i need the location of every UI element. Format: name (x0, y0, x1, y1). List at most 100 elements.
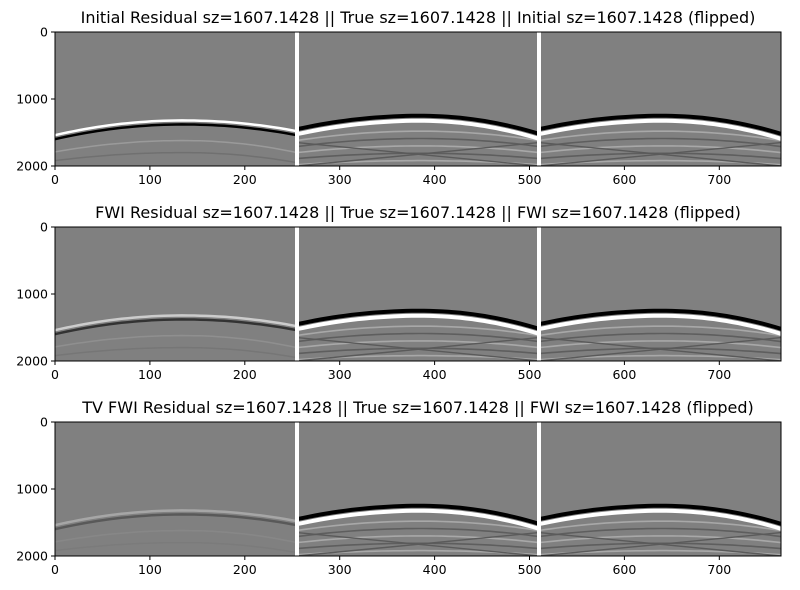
residual-wavefront-dark (55, 123, 298, 141)
seismogram-image (55, 32, 781, 166)
reflection-event (296, 137, 540, 148)
residual-wavefront-light (55, 509, 298, 527)
x-tick-label: 200 (233, 367, 257, 382)
residual-panel (55, 119, 298, 164)
seismogram-image (55, 422, 781, 556)
predicted-flipped-panel (538, 308, 781, 361)
residual-wavefront-dark (55, 318, 298, 336)
residual-reflection (55, 334, 298, 349)
predicted-flipped-panel (538, 113, 781, 166)
predicted-flipped-panel (538, 503, 781, 556)
y-tick-label: 1000 (16, 287, 48, 302)
first-arrival-light (296, 118, 540, 141)
residual-panel (55, 314, 298, 359)
reflection-event (296, 145, 540, 154)
reflection-event (296, 130, 540, 142)
reflection-event (538, 527, 781, 538)
y-tick-label: 2000 (16, 159, 48, 174)
residual-wavefront-dark (55, 513, 298, 531)
x-tick-label: 100 (138, 562, 162, 577)
first-arrival-light (296, 508, 540, 531)
true-data-panel (296, 503, 540, 556)
subplot-title: TV FWI Residual sz=1607.1428 || True sz=… (81, 398, 754, 417)
reflection-event (538, 152, 781, 160)
diagonal-event (538, 531, 781, 556)
y-tick-label: 2000 (16, 549, 48, 564)
x-tick-label: 100 (138, 367, 162, 382)
x-tick-label: 700 (707, 367, 731, 382)
first-arrival-dark (538, 113, 781, 136)
reflection-event (538, 347, 781, 355)
seismogram-image (55, 227, 781, 361)
reflection-event (538, 520, 781, 532)
subplot-title: FWI Residual sz=1607.1428 || True sz=160… (95, 203, 741, 222)
reflection-event (538, 340, 781, 349)
x-tick-label: 0 (51, 562, 59, 577)
x-tick-label: 500 (518, 367, 542, 382)
x-tick-label: 300 (328, 562, 352, 577)
subplot-2: FWI Residual sz=1607.1428 || True sz=160… (16, 203, 782, 382)
true-data-panel (296, 308, 540, 361)
residual-wavefront-light (55, 314, 298, 332)
reflection-event (296, 347, 540, 355)
y-tick-label: 0 (40, 25, 48, 40)
first-arrival-light (538, 313, 781, 336)
x-tick-label: 0 (51, 367, 59, 382)
first-arrival-light (538, 118, 781, 141)
first-arrival-dark (538, 503, 781, 526)
reflection-event (538, 542, 781, 550)
x-tick-label: 300 (328, 367, 352, 382)
diagonal-event (296, 141, 540, 166)
reflection-event (538, 130, 781, 142)
diagonal-event (538, 336, 781, 361)
y-tick-label: 0 (40, 415, 48, 430)
reflection-event (296, 340, 540, 349)
diagonal-event (538, 141, 781, 166)
first-arrival-dark (296, 503, 540, 526)
first-arrival-dark (296, 113, 540, 136)
subplot-1: Initial Residual sz=1607.1428 || True sz… (16, 8, 782, 187)
x-tick-label: 600 (612, 367, 636, 382)
reflection-event (296, 542, 540, 550)
reflection-event (296, 535, 540, 544)
y-tick-label: 1000 (16, 482, 48, 497)
residual-reflection (55, 541, 298, 554)
residual-reflection (55, 139, 298, 154)
subplot-3: TV FWI Residual sz=1607.1428 || True sz=… (16, 398, 782, 577)
diagonal-event (296, 336, 540, 361)
first-arrival-dark (538, 308, 781, 331)
residual-reflection (55, 346, 298, 359)
residual-wavefront-light (55, 119, 298, 137)
subplot-title: Initial Residual sz=1607.1428 || True sz… (81, 8, 756, 27)
reflection-event (296, 527, 540, 538)
y-tick-label: 1000 (16, 92, 48, 107)
reflection-event (296, 332, 540, 343)
reflection-event (538, 535, 781, 544)
x-tick-label: 600 (612, 172, 636, 187)
x-tick-label: 500 (518, 562, 542, 577)
x-tick-label: 200 (233, 172, 257, 187)
x-tick-label: 400 (423, 172, 447, 187)
reflection-event (296, 520, 540, 532)
true-data-panel (296, 113, 540, 166)
first-arrival-light (296, 313, 540, 336)
y-tick-label: 0 (40, 220, 48, 235)
x-tick-label: 100 (138, 172, 162, 187)
reflection-event (538, 137, 781, 148)
x-tick-label: 700 (707, 172, 731, 187)
x-tick-label: 400 (423, 562, 447, 577)
reflection-event (538, 145, 781, 154)
x-tick-label: 400 (423, 367, 447, 382)
reflection-event (538, 332, 781, 343)
y-tick-label: 2000 (16, 354, 48, 369)
first-arrival-light (538, 508, 781, 531)
image-background (55, 227, 781, 361)
x-tick-label: 0 (51, 172, 59, 187)
image-background (55, 422, 781, 556)
x-tick-label: 300 (328, 172, 352, 187)
x-tick-label: 500 (518, 172, 542, 187)
x-tick-label: 700 (707, 562, 731, 577)
x-tick-label: 200 (233, 562, 257, 577)
image-background (55, 32, 781, 166)
